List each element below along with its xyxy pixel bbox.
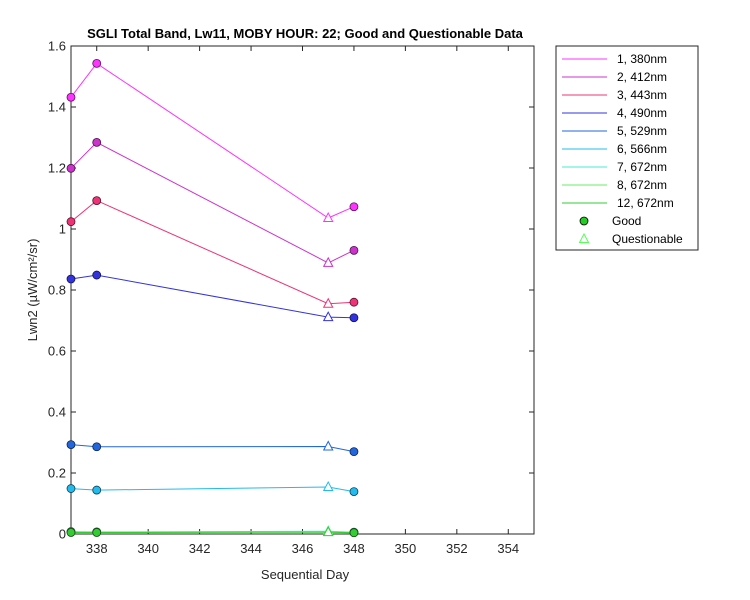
series <box>66 440 359 457</box>
x-tick-label: 342 <box>189 541 211 556</box>
data-point-good <box>349 202 359 212</box>
legend-label: 5, 529nm <box>617 124 667 138</box>
legend-label: 1, 380nm <box>617 52 667 66</box>
legend-label: 4, 490nm <box>617 106 667 120</box>
series <box>66 58 359 223</box>
legend-label: 3, 443nm <box>617 88 667 102</box>
legend-label: 7, 672nm <box>617 160 667 174</box>
x-axis: 338 340 342 344 346 348 350 352 354 <box>86 46 519 556</box>
series-line <box>70 274 354 319</box>
y-tick-label: 1.2 <box>48 161 66 176</box>
y-tick-label: 1 <box>59 222 66 237</box>
x-axis-label: Sequential Day <box>261 567 350 582</box>
data-point-questionable <box>322 211 334 223</box>
chart-title: SGLI Total Band, Lw11, MOBY HOUR: 22; Go… <box>87 26 524 41</box>
legend-label: Questionable <box>612 232 683 246</box>
series-line <box>70 62 355 219</box>
x-tick-label: 352 <box>446 541 468 556</box>
y-tick-label: 0.8 <box>48 283 66 298</box>
y-tick-label: 0.6 <box>48 344 66 359</box>
data-point-good <box>66 163 76 173</box>
legend-marker-questionable <box>578 232 590 243</box>
series-line <box>70 141 355 264</box>
data-point-questionable <box>322 480 334 492</box>
y-tick-label: 0 <box>59 527 66 542</box>
data-point-good <box>349 447 359 457</box>
series-line <box>71 531 354 534</box>
data-point-good <box>349 528 359 538</box>
data-point-questionable <box>322 311 334 322</box>
data-point-good <box>92 270 102 280</box>
legend: 1, 380nm 2, 412nm 3, 443nm 4, 490nm 5, 529nm… <box>555 45 699 251</box>
data-point-good <box>66 274 76 284</box>
x-tick-label: 340 <box>137 541 159 556</box>
data-point-good <box>92 528 102 537</box>
data-point-good <box>92 196 102 206</box>
data-point-good <box>349 297 359 307</box>
legend-label: Good <box>612 214 641 228</box>
y-axis-label: Lwn2 (µW/cm²/sr) <box>25 239 40 342</box>
data-point-questionable <box>322 526 334 537</box>
data-point-good <box>92 442 102 452</box>
data-point-questionable <box>322 297 334 308</box>
data-point-good <box>92 58 102 68</box>
data-point-good <box>66 440 76 450</box>
y-tick-label: 1.6 <box>48 39 66 54</box>
y-tick-label: 0.4 <box>48 405 66 420</box>
legend-label: 12, 672nm <box>617 196 674 210</box>
data-point-good <box>92 137 102 147</box>
y-tick-label: 1.4 <box>48 100 66 115</box>
data-point-good <box>66 217 76 227</box>
series <box>66 480 359 497</box>
x-tick-label: 354 <box>497 541 519 556</box>
x-tick-label: 344 <box>240 541 262 556</box>
plot-area <box>70 45 535 535</box>
y-tick-label: 0.2 <box>48 466 66 481</box>
data-point-good <box>66 484 76 493</box>
x-tick-label: 350 <box>395 541 417 556</box>
data-point-good <box>66 92 76 102</box>
data-point-good <box>92 485 102 495</box>
data-point-questionable <box>322 440 334 451</box>
y-axis: 0 0.2 0.4 0.6 0.8 1 1.2 1.4 1.6 <box>48 39 534 542</box>
data-point-good <box>349 245 359 255</box>
series <box>66 270 359 323</box>
series <box>66 526 359 538</box>
data-point-questionable <box>322 256 334 267</box>
series <box>66 137 359 267</box>
legend-label: 6, 566nm <box>617 142 667 156</box>
legend-label: 2, 412nm <box>617 70 667 84</box>
legend-marker-good <box>579 216 589 226</box>
data-point-good <box>349 313 359 323</box>
series <box>66 196 359 308</box>
x-tick-label: 338 <box>86 541 108 556</box>
x-tick-label: 346 <box>292 541 314 556</box>
data-point-good <box>66 528 76 537</box>
data-point-good <box>349 487 359 497</box>
legend-box <box>555 45 699 251</box>
legend-label: 8, 672nm <box>617 178 667 192</box>
x-tick-label: 348 <box>343 541 365 556</box>
series-line <box>70 486 354 493</box>
series-layer <box>66 58 359 538</box>
series-line <box>70 200 354 305</box>
series-line <box>70 444 354 453</box>
